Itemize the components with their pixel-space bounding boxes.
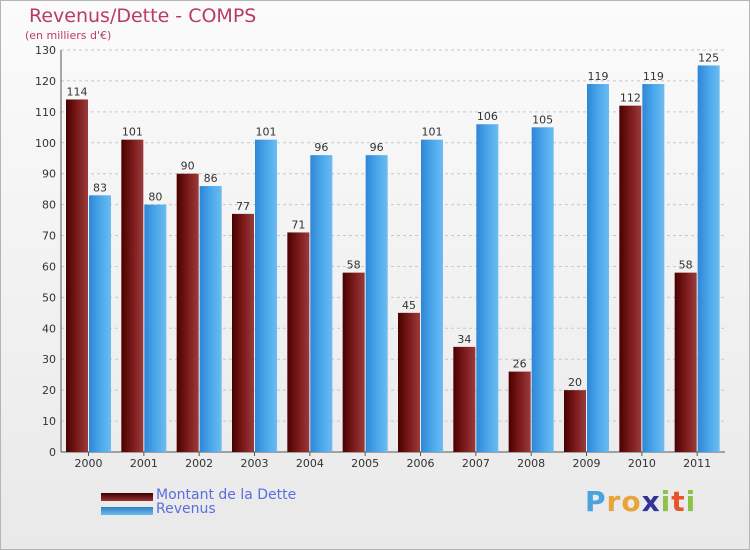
data-label: 114	[67, 85, 88, 98]
y-tick-label: 50	[42, 291, 56, 304]
y-tick-label: 120	[35, 75, 56, 88]
y-tick-label: 40	[42, 322, 56, 335]
data-label: 96	[370, 141, 384, 154]
data-label: 101	[122, 126, 143, 139]
data-label: 90	[181, 160, 195, 173]
bar-revenus	[642, 84, 665, 452]
chart-subtitle: (en milliers d'€)	[25, 29, 112, 42]
y-tick-label: 10	[42, 415, 56, 428]
bar-dette	[66, 99, 88, 452]
data-label: 119	[588, 70, 609, 83]
data-label: 83	[93, 181, 107, 194]
bar-dette	[398, 312, 420, 452]
data-label: 119	[643, 70, 664, 83]
data-label: 106	[477, 110, 498, 123]
x-tick-label: 2000	[75, 457, 103, 470]
x-tick-label: 2010	[628, 457, 656, 470]
bar-revenus	[199, 186, 222, 453]
y-tick-label: 110	[35, 106, 56, 119]
bar-dette	[232, 213, 254, 452]
logo-letter: i	[685, 485, 697, 518]
x-tick-label: 2002	[185, 457, 213, 470]
bar-dette	[619, 105, 642, 453]
logo-letter: o	[621, 485, 642, 518]
bar-revenus	[255, 139, 277, 452]
legend-label-revenus: Revenus	[156, 501, 216, 517]
data-label: 96	[314, 141, 328, 154]
y-tick-label: 30	[42, 353, 56, 366]
proxiti-logo: Proxiti	[585, 485, 696, 518]
y-tick-label: 100	[35, 137, 56, 150]
bar-revenus	[365, 155, 388, 452]
x-tick-label: 2006	[407, 457, 435, 470]
y-tick-label: 130	[35, 44, 56, 57]
y-tick-label: 90	[42, 168, 56, 181]
bar-dette	[176, 173, 199, 452]
x-tick-label: 2009	[573, 457, 601, 470]
data-label: 112	[620, 92, 641, 105]
x-tick-label: 2005	[351, 457, 379, 470]
data-label: 71	[291, 218, 305, 231]
x-tick-label: 2007	[462, 457, 490, 470]
logo-letter: x	[641, 485, 661, 518]
bar-dette	[342, 272, 365, 452]
bar-revenus	[476, 124, 499, 452]
data-label: 101	[422, 126, 443, 139]
x-tick-label: 2001	[130, 457, 158, 470]
legend-swatch-dette	[101, 493, 153, 501]
y-tick-label: 60	[42, 260, 56, 273]
bar-dette	[121, 139, 144, 452]
bar-dette	[564, 390, 586, 452]
bar-revenus	[310, 155, 333, 452]
legend-swatch-revenus	[101, 507, 153, 515]
chart-title: Revenus/Dette - COMPS	[29, 5, 257, 27]
data-label: 105	[532, 113, 553, 126]
bar-dette	[674, 272, 697, 452]
x-tick-label: 2004	[296, 457, 324, 470]
bar-revenus	[531, 127, 554, 453]
y-tick-label: 80	[42, 199, 56, 212]
bar-revenus	[421, 139, 443, 452]
data-label: 101	[256, 126, 277, 139]
data-label: 45	[402, 299, 416, 312]
x-tick-label: 2003	[241, 457, 269, 470]
data-label: 58	[679, 259, 693, 272]
logo-letter: t	[671, 485, 686, 518]
legend-label-dette: Montant de la Dette	[156, 487, 297, 503]
data-label: 125	[698, 51, 719, 64]
logo-letter: r	[606, 485, 622, 518]
data-label: 80	[148, 191, 162, 204]
bar-revenus	[587, 84, 609, 452]
bar-revenus	[144, 204, 167, 452]
y-tick-label: 0	[49, 446, 56, 459]
data-label: 34	[457, 333, 471, 346]
bar-revenus	[697, 65, 720, 452]
x-tick-label: 2011	[683, 457, 711, 470]
data-label: 20	[568, 376, 582, 389]
data-label: 86	[204, 172, 218, 185]
bar-dette	[508, 371, 531, 452]
y-tick-label: 20	[42, 384, 56, 397]
y-tick-label: 70	[42, 230, 56, 243]
bar-dette	[287, 232, 310, 452]
data-label: 77	[236, 200, 250, 213]
data-label: 26	[513, 358, 527, 371]
data-label: 58	[347, 259, 361, 272]
bar-dette	[453, 346, 476, 452]
bar-revenus	[89, 195, 111, 453]
logo-letter: i	[660, 485, 672, 518]
logo-letter: P	[585, 485, 607, 518]
x-tick-label: 2008	[517, 457, 545, 470]
